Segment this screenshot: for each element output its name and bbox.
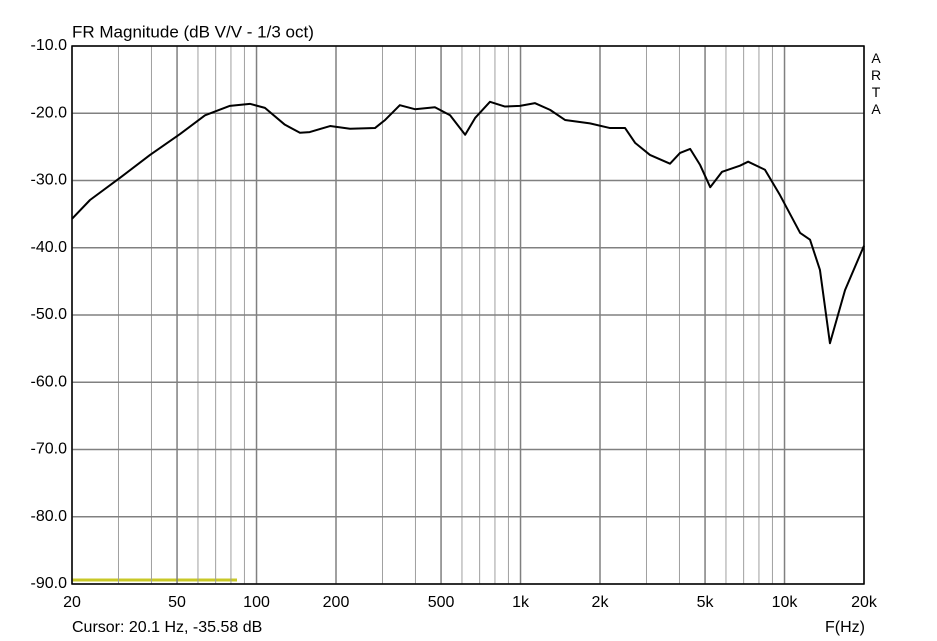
x-axis-label: F(Hz) [825,619,865,636]
x-tick-label: 20k [851,594,878,611]
x-tick-label: 1k [512,594,530,611]
x-tick-label: 500 [428,594,455,611]
y-tick-label: -80.0 [31,508,68,525]
x-tick-label: 100 [243,594,270,611]
x-tick-label: 2k [592,594,610,611]
x-tick-label: 20 [63,594,81,611]
y-tick-label: -60.0 [31,373,68,390]
y-tick-label: -90.0 [31,575,68,592]
chart-title: FR Magnitude (dB V/V - 1/3 oct) [72,22,314,41]
cursor-readout: Cursor: 20.1 Hz, -35.58 dB [72,619,262,636]
plot-frame [71,45,865,585]
y-tick-label: -30.0 [31,172,68,189]
x-tick-label: 5k [697,594,715,611]
x-tick-label: 50 [168,594,186,611]
data-line [71,100,865,345]
watermark: ARTA [868,50,884,118]
y-tick-label: -40.0 [31,239,68,256]
y-tick-label: -10.0 [31,37,68,54]
x-tick-label: 10k [772,594,799,611]
y-tick-label: -50.0 [31,306,68,323]
y-tick-label: -70.0 [31,441,68,458]
y-tick-label: -20.0 [31,104,68,121]
x-tick-label: 200 [323,594,350,611]
